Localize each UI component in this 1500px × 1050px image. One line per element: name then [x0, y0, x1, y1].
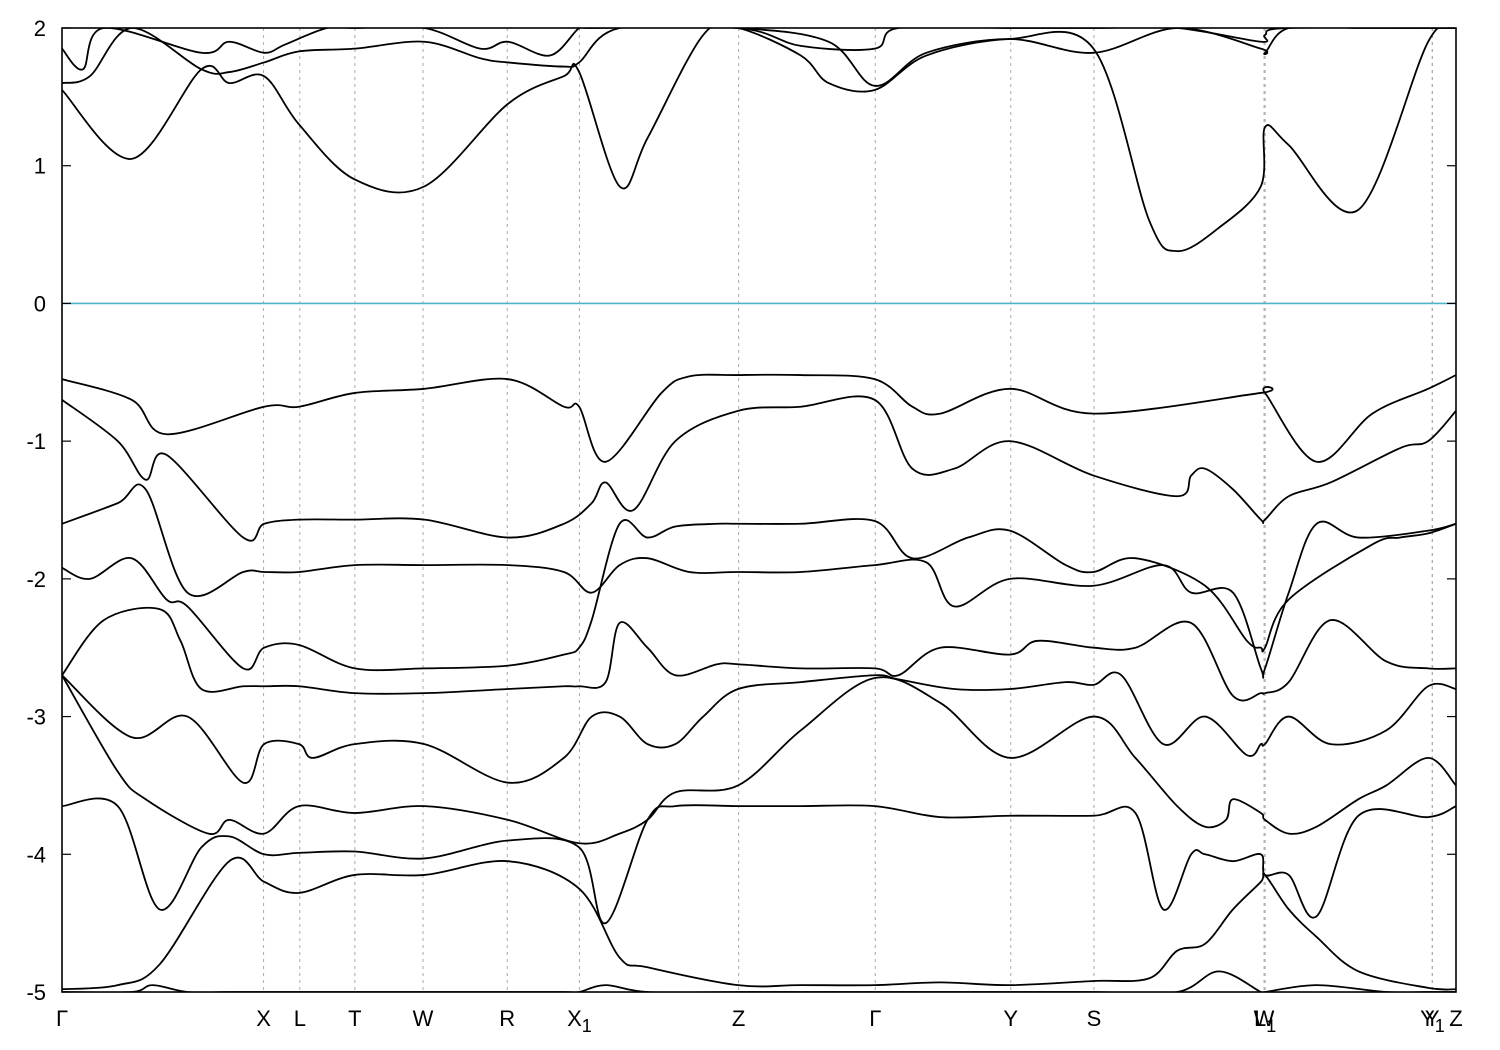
kpoint-label: S: [1087, 1006, 1102, 1031]
kpoint-label: Z: [732, 1006, 745, 1031]
y-tick-label: 2: [34, 16, 46, 41]
kpoint-label: T: [348, 1006, 361, 1031]
y-tick-label: -3: [26, 705, 46, 730]
kpoint-label: R: [499, 1006, 515, 1031]
x-axis-kpoint-labels: Γ X L T W R X1 Z Γ Y S WL1 YY1 Z: [56, 1006, 1463, 1036]
band-series-line: [62, 28, 1456, 253]
plot-frame: [61, 27, 1457, 993]
kpoint-label: L: [294, 1006, 306, 1031]
kpoint-label: Z: [1449, 1006, 1462, 1031]
kpoint-label: W: [413, 1006, 434, 1031]
kpoint-subscript: 1: [1266, 1016, 1276, 1036]
kpoint-subscript: 1: [582, 1016, 592, 1036]
band-series-line: [62, 606, 1456, 702]
y-tick-label: -5: [26, 980, 46, 1005]
kpoint-label: Γ: [869, 1006, 881, 1031]
band-series-group: [62, 28, 1456, 992]
band-series-line: [62, 856, 1456, 991]
kpoint-label: Y: [1425, 1006, 1440, 1031]
kpoint-subscript: 1: [1435, 1016, 1445, 1036]
y-tick-label: -1: [26, 429, 46, 454]
y-tick-label: 0: [34, 291, 46, 316]
kpoint-label: Γ: [56, 1006, 68, 1031]
kpoint-label: X: [256, 1006, 271, 1031]
y-tick-label: 1: [34, 154, 46, 179]
y-tick-label: -4: [26, 842, 46, 867]
band-series-line: [62, 674, 1456, 845]
band-series-line: [62, 483, 1456, 679]
band-series-line: [62, 373, 1456, 463]
band-series-line: [62, 28, 1456, 87]
kpoint-label: W: [1254, 1006, 1275, 1031]
band-series-line: [62, 395, 1456, 542]
y-tick-label: -2: [26, 567, 46, 592]
band-series-line: [62, 518, 1456, 672]
kpoint-label: Y: [1003, 1006, 1018, 1031]
band-series-line: [62, 671, 1456, 784]
